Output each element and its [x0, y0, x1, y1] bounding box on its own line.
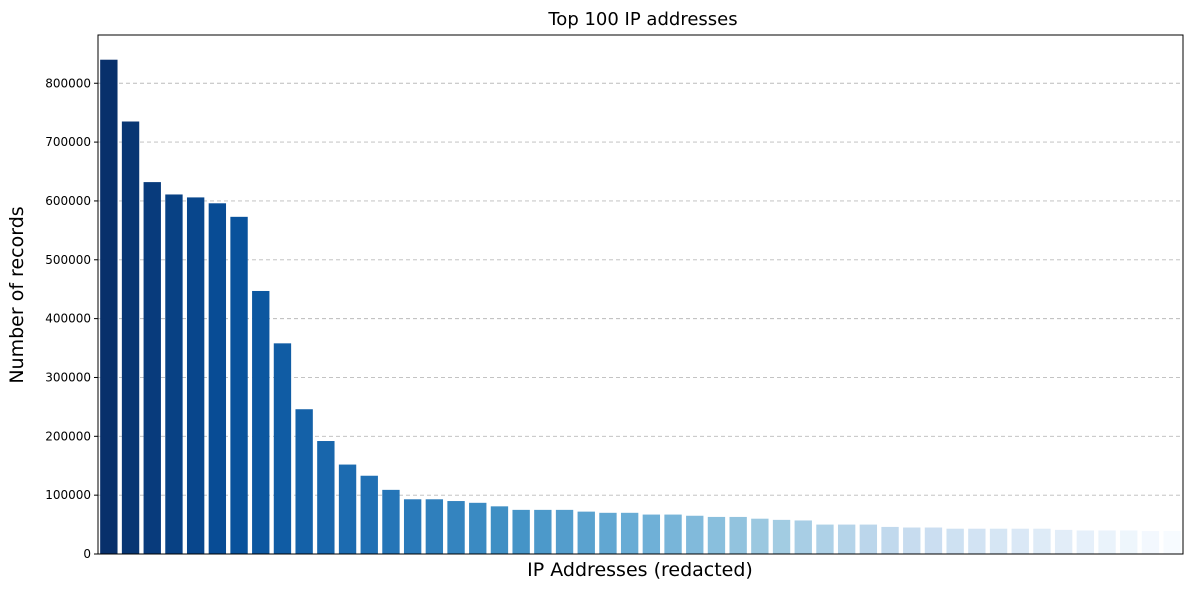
- y-tick-label: 500000: [45, 253, 91, 267]
- bar: [534, 509, 552, 554]
- bar: [1163, 531, 1181, 554]
- bars: [100, 59, 1181, 555]
- bar: [186, 197, 205, 554]
- bar: [686, 515, 704, 554]
- bar: [512, 509, 530, 554]
- y-axis-label: Number of records: [6, 206, 28, 383]
- bar: [317, 441, 335, 554]
- y-tick-label: 200000: [45, 429, 91, 443]
- y-tick-label: 300000: [45, 370, 91, 384]
- bar: [729, 516, 747, 554]
- y-tick-label: 700000: [45, 135, 91, 149]
- bar: [100, 59, 118, 555]
- bar: [490, 506, 509, 554]
- bar: [924, 527, 943, 554]
- bar: [469, 502, 487, 554]
- bar: [816, 524, 834, 554]
- bar: [989, 528, 1008, 554]
- chart-title: Top 100 IP addresses: [547, 9, 737, 30]
- bar: [664, 514, 682, 554]
- bar: [273, 343, 292, 554]
- bar: [968, 528, 986, 554]
- bar: [1076, 530, 1095, 554]
- bar: [837, 524, 856, 554]
- bar: [555, 509, 574, 554]
- y-axis-ticks: 0 100000 200000 300000 400000 500000 600000 700…: [45, 76, 98, 561]
- bar: [707, 516, 726, 554]
- bar: [599, 512, 617, 554]
- bar: [772, 519, 791, 554]
- bar: [252, 290, 270, 554]
- bar: [1141, 531, 1160, 554]
- bar: [577, 511, 595, 554]
- bar: [1120, 530, 1138, 554]
- bar: [881, 526, 899, 554]
- bar: [1033, 528, 1051, 554]
- bar: [382, 489, 400, 554]
- bar: [1054, 529, 1073, 554]
- bar: [1098, 530, 1116, 554]
- bar: [751, 518, 769, 554]
- bar: [165, 194, 183, 554]
- plot-frame: [97, 34, 1184, 555]
- bar: [620, 512, 639, 554]
- bar: [425, 499, 444, 554]
- bar: [859, 524, 878, 554]
- bar: [230, 216, 248, 554]
- y-tick-label: 600000: [45, 194, 91, 208]
- bar: [121, 121, 140, 554]
- grid-lines: [98, 82, 1183, 496]
- bar: [295, 409, 313, 554]
- bar: [360, 475, 378, 554]
- bar: [642, 514, 661, 554]
- y-tick-label: 800000: [45, 76, 91, 90]
- bar: [403, 499, 422, 554]
- bar: [794, 520, 812, 554]
- bar: [1011, 528, 1029, 554]
- bar: [338, 464, 357, 554]
- y-tick-label: 400000: [45, 312, 91, 326]
- y-tick-label: 0: [83, 547, 91, 561]
- bar: [143, 182, 161, 555]
- bar: [208, 203, 227, 555]
- bar: [447, 501, 465, 554]
- bar: [903, 527, 921, 554]
- x-axis-label: IP Addresses (redacted): [527, 559, 753, 581]
- bar: [946, 528, 964, 554]
- y-tick-label: 100000: [45, 488, 91, 502]
